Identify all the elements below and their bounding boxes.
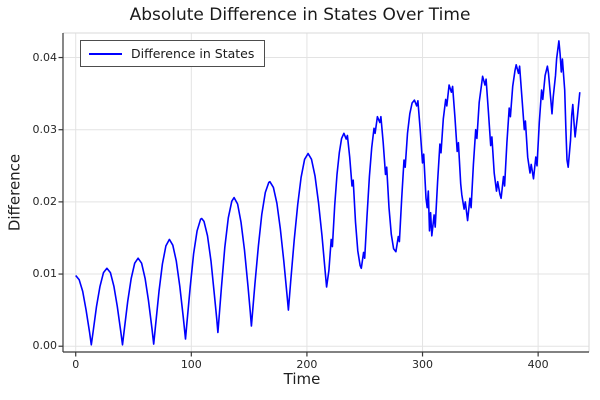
x-tick-label: 200 bbox=[296, 358, 318, 371]
y-tick-label: 0.00 bbox=[32, 339, 58, 353]
x-tick-label: 300 bbox=[412, 358, 434, 371]
y-tick-label: 0.04 bbox=[32, 50, 58, 64]
x-tick-label: 400 bbox=[527, 358, 549, 371]
x-axis-title: Time bbox=[283, 370, 321, 388]
series-line bbox=[75, 40, 581, 346]
chart-title: Absolute Difference in States Over Time bbox=[129, 5, 471, 25]
y-axis-title: Difference bbox=[5, 153, 24, 232]
legend-line-swatch bbox=[89, 52, 122, 55]
legend-series-label: Difference in States bbox=[131, 46, 255, 61]
y-tick-label: 0.01 bbox=[32, 267, 58, 281]
x-tick-label: 0 bbox=[72, 358, 80, 371]
y-tick-label: 0.02 bbox=[32, 194, 58, 208]
legend: Difference in States bbox=[80, 40, 266, 67]
y-tick-label: 0.03 bbox=[32, 122, 58, 136]
x-tick-label: 100 bbox=[180, 358, 202, 371]
